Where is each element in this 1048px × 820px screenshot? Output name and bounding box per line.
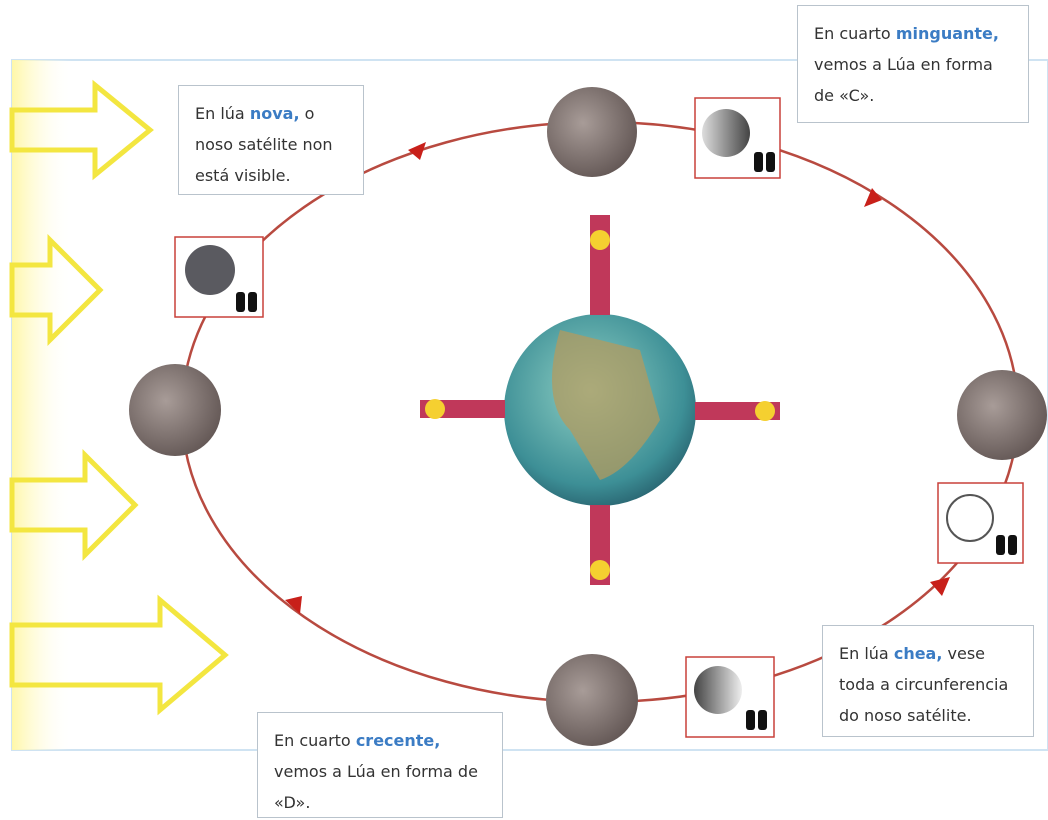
callout-text: En cuarto [274,731,351,750]
callout-text: En lúa [195,104,245,123]
callout-text: vemos a Lúa en forma de «D». [274,762,478,812]
callout: En cuarto crecente, vemos a Lúa en forma… [257,712,503,818]
sunlight [12,60,72,750]
callout-text: vemos a Lúa en forma de «C». [814,55,993,105]
callout-highlight: chea, [894,644,943,663]
callout: En lúa chea, vese toda a circunferencia … [822,625,1034,737]
callout-text: En lúa [839,644,889,663]
callout: En lúa nova, o noso satélite non está vi… [178,85,364,195]
page: En lúa nova, o noso satélite non está vi… [0,0,1048,820]
callout-text: En cuarto [814,24,891,43]
callout-highlight: minguante, [896,24,999,43]
callout-highlight: crecente, [356,731,441,750]
callout: En cuarto minguante, vemos a Lúa en form… [797,5,1029,123]
callout-highlight: nova, [250,104,300,123]
